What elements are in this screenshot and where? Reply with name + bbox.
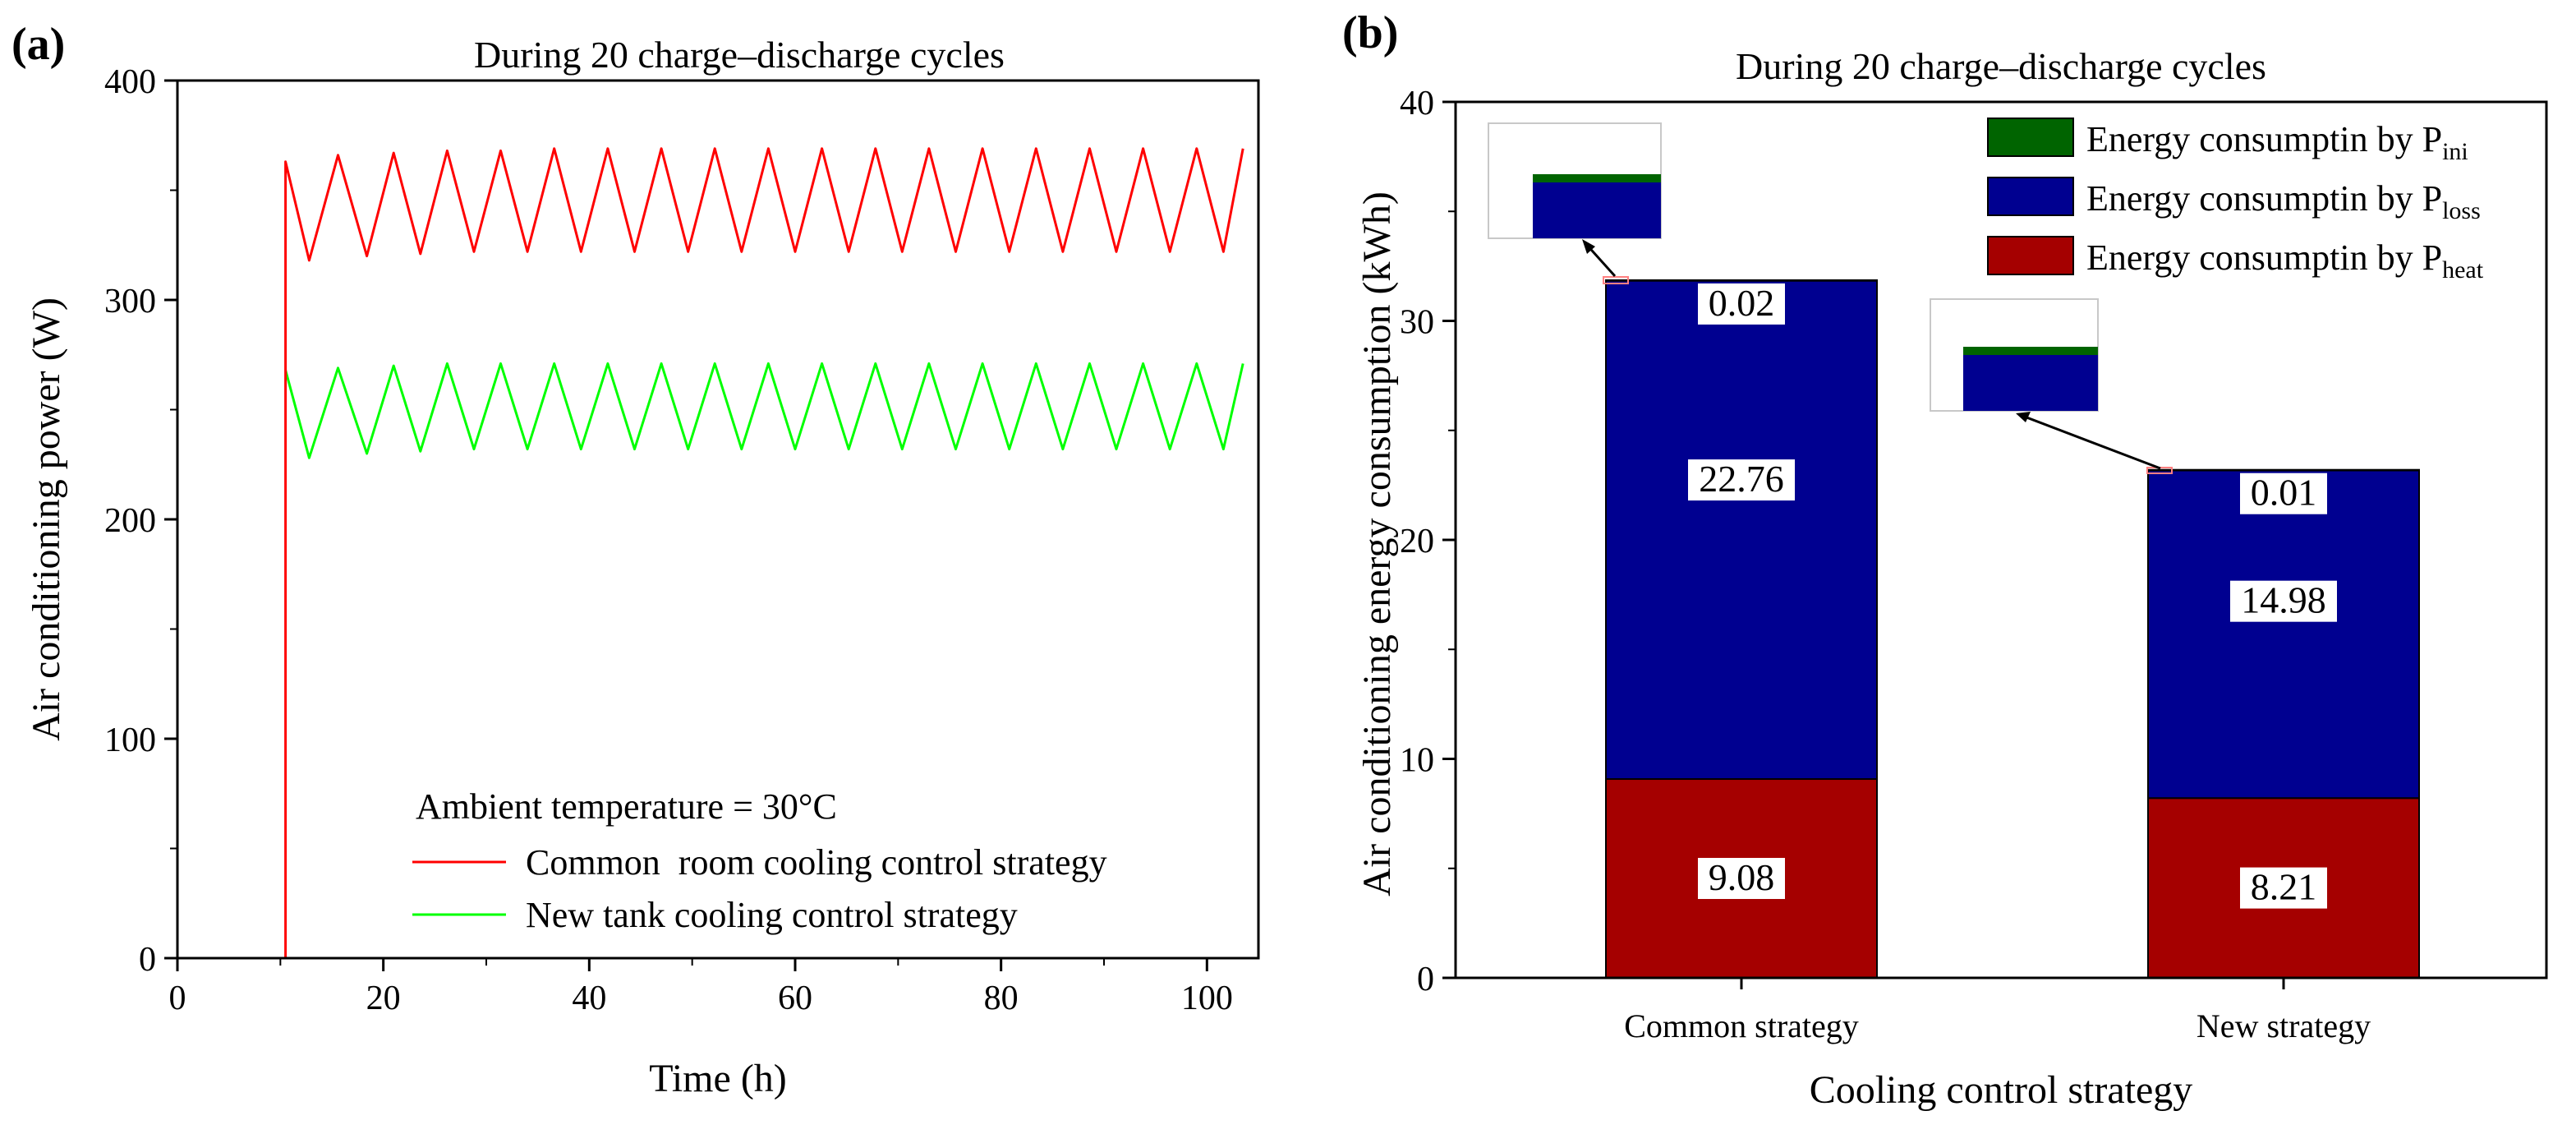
y-tick-label-b: 20 bbox=[1400, 523, 1434, 560]
y-axis-b: 0 10 20 30 40 bbox=[1400, 85, 1456, 998]
legend-label-ini-subscript: ini bbox=[2442, 138, 2468, 165]
data-labels-b: 9.08 22.76 0.02 8.21 14.98 0.01 bbox=[1688, 282, 2337, 909]
bar-segment-loss-0 bbox=[1605, 279, 1878, 781]
y-tick-label-b: 30 bbox=[1400, 304, 1434, 342]
chart-title-b: During 20 charge–discharge cycles bbox=[1736, 45, 2266, 87]
y-tick-label-a: 200 bbox=[104, 502, 156, 540]
x-axis-label-a: Time (h) bbox=[649, 1057, 787, 1100]
annotation-ambient-temperature: Ambient temperature = 30°C bbox=[416, 786, 837, 827]
data-label-bg-heat bbox=[2240, 867, 2327, 909]
line-chart-panel: (a) During 20 charge–discharge cycles 0 2… bbox=[12, 19, 1260, 1100]
inset-bar-loss-common bbox=[1533, 182, 1661, 238]
bar-chart-panel: (b) During 20 charge–discharge cycles 0 1… bbox=[1342, 7, 2548, 1112]
data-label-bg-ini bbox=[1698, 283, 1785, 325]
zoom-arrowhead-new bbox=[2016, 412, 2031, 422]
bar-segment-ini-0 bbox=[1605, 279, 1878, 282]
data-label-ini: 0.01 bbox=[2251, 472, 2317, 514]
series-line-new bbox=[284, 362, 1244, 459]
legend-label-common: Common room cooling control strategy bbox=[526, 842, 1107, 883]
data-label-loss: 14.98 bbox=[2241, 579, 2326, 621]
y-axis-a: 0 100 200 300 400 bbox=[104, 63, 177, 979]
legend-label-loss: Energy consumptin by Ploss bbox=[2086, 178, 2481, 224]
y-tick-label-a: 0 bbox=[139, 941, 156, 979]
x-tick-label-a: 0 bbox=[169, 980, 186, 1017]
plot-area-a bbox=[177, 147, 1244, 960]
x-tick-label-a: 80 bbox=[984, 980, 1019, 1017]
x-axis-a: 0 20 40 60 80 100 bbox=[169, 958, 1233, 1017]
y-axis-label-b: Air conditioning energy consumption (kWh… bbox=[1355, 191, 1399, 897]
zoom-marker-common bbox=[1603, 276, 1629, 284]
legend-label-heat: Energy consumptin by Pheat bbox=[2086, 237, 2484, 284]
panel-label-b: (b) bbox=[1342, 7, 1398, 58]
y-tick-label-a: 100 bbox=[104, 721, 156, 759]
y-tick-label-a: 400 bbox=[104, 63, 156, 101]
y-tick-label-b: 0 bbox=[1417, 961, 1434, 998]
legend-label-ini: Energy consumptin by Pini bbox=[2086, 119, 2468, 165]
bar-segment-loss-1 bbox=[2147, 468, 2420, 800]
data-label-bg-heat bbox=[1698, 858, 1785, 900]
legend-b: Energy consumptin by Pini Energy consump… bbox=[1987, 118, 2484, 284]
series-line-common bbox=[177, 147, 1244, 960]
zoom-inset-new bbox=[1930, 298, 2173, 474]
x-tick-label-a: 100 bbox=[1181, 980, 1233, 1017]
y-tick-label-a: 300 bbox=[104, 283, 156, 320]
legend-swatch-heat bbox=[1987, 236, 2074, 275]
category-label: Common strategy bbox=[1624, 1007, 1859, 1044]
data-label-bg-ini bbox=[2240, 472, 2327, 514]
legend-swatch-ini bbox=[1987, 118, 2074, 157]
x-tick-label-a: 20 bbox=[366, 980, 401, 1017]
zoom-arrowhead-common bbox=[1582, 239, 1595, 254]
x-tick-label-a: 40 bbox=[572, 980, 606, 1017]
x-axis-b: Common strategy New strategy bbox=[1624, 978, 2371, 1044]
data-label-heat: 8.21 bbox=[2251, 866, 2317, 908]
zoom-arrow-new bbox=[2022, 414, 2161, 470]
inset-bar-ini-new bbox=[1963, 347, 2098, 355]
inset-bar-ini-common bbox=[1533, 174, 1661, 182]
bar-segment-ini-1 bbox=[2147, 468, 2420, 472]
data-label-heat: 9.08 bbox=[1709, 856, 1775, 898]
legend-label-loss-text: Energy consumptin by P bbox=[2086, 178, 2442, 219]
category-label: New strategy bbox=[2196, 1007, 2371, 1044]
data-label-bg-loss bbox=[2230, 580, 2337, 622]
panel-label-a: (a) bbox=[12, 19, 65, 70]
inset-bar-loss-new bbox=[1963, 355, 2098, 411]
y-tick-label-b: 40 bbox=[1400, 85, 1434, 122]
bars-b bbox=[1605, 279, 2420, 979]
legend-a: Ambient temperature = 30°C Common room c… bbox=[412, 786, 1107, 935]
y-tick-label-b: 10 bbox=[1400, 742, 1434, 780]
data-label-loss: 22.76 bbox=[1699, 458, 1784, 500]
legend-label-ini-text: Energy consumptin by P bbox=[2086, 119, 2442, 159]
data-label-bg-loss bbox=[1688, 459, 1795, 501]
chart-title-a: During 20 charge–discharge cycles bbox=[474, 34, 1005, 76]
legend-label-heat-text: Energy consumptin by P bbox=[2086, 237, 2442, 278]
x-tick-label-a: 60 bbox=[778, 980, 812, 1017]
legend-swatch-loss bbox=[1987, 177, 2074, 216]
x-axis-label-b: Cooling control strategy bbox=[1810, 1068, 2193, 1112]
legend-label-heat-subscript: heat bbox=[2442, 256, 2484, 284]
y-axis-label-a: Air conditioning power (W) bbox=[25, 297, 68, 741]
legend-label-loss-subscript: loss bbox=[2442, 197, 2481, 224]
data-label-ini: 0.02 bbox=[1709, 282, 1775, 324]
legend-label-new: New tank cooling control strategy bbox=[526, 895, 1018, 935]
zoom-inset-common bbox=[1488, 122, 1662, 284]
